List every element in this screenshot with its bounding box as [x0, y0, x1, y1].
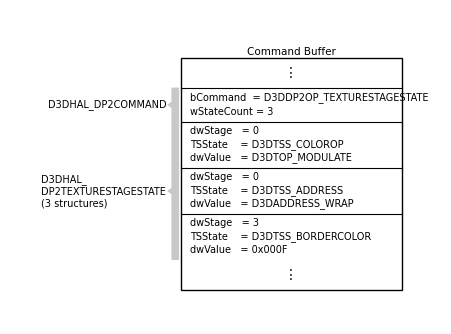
Text: dwStage   = 0: dwStage = 0 [189, 126, 258, 136]
Text: dwValue   = 0x000F: dwValue = 0x000F [189, 245, 286, 255]
Text: TSState    = D3DTSS_COLOROP: TSState = D3DTSS_COLOROP [189, 139, 342, 150]
Text: dwStage   = 0: dwStage = 0 [189, 172, 258, 182]
Text: dwValue   = D3DADDRESS_WRAP: dwValue = D3DADDRESS_WRAP [189, 198, 353, 209]
Text: D3DHAL_
DP2TEXTURESTAGESTATE
(3 structures): D3DHAL_ DP2TEXTURESTAGESTATE (3 structur… [41, 174, 166, 208]
Text: Command Buffer: Command Buffer [246, 46, 335, 56]
Bar [180, 58, 400, 290]
Text: dwValue   = D3DTOP_MODULATE: dwValue = D3DTOP_MODULATE [189, 153, 351, 163]
Text: TSState    = D3DTSS_BORDERCOLOR: TSState = D3DTSS_BORDERCOLOR [189, 231, 370, 242]
Polygon shape [167, 88, 179, 122]
Text: wStateCount = 3: wStateCount = 3 [189, 107, 272, 117]
Text: dwStage   = 3: dwStage = 3 [189, 218, 258, 228]
Text: ⋮: ⋮ [284, 268, 298, 282]
Polygon shape [167, 122, 179, 260]
Text: D3DHAL_DP2COMMAND: D3DHAL_DP2COMMAND [47, 100, 166, 110]
Text: TSState    = D3DTSS_ADDRESS: TSState = D3DTSS_ADDRESS [189, 185, 342, 196]
Text: ⋮: ⋮ [284, 66, 298, 80]
Text: bCommand  = D3DDP2OP_TEXTURESTAGESTATE: bCommand = D3DDP2OP_TEXTURESTAGESTATE [189, 92, 427, 103]
